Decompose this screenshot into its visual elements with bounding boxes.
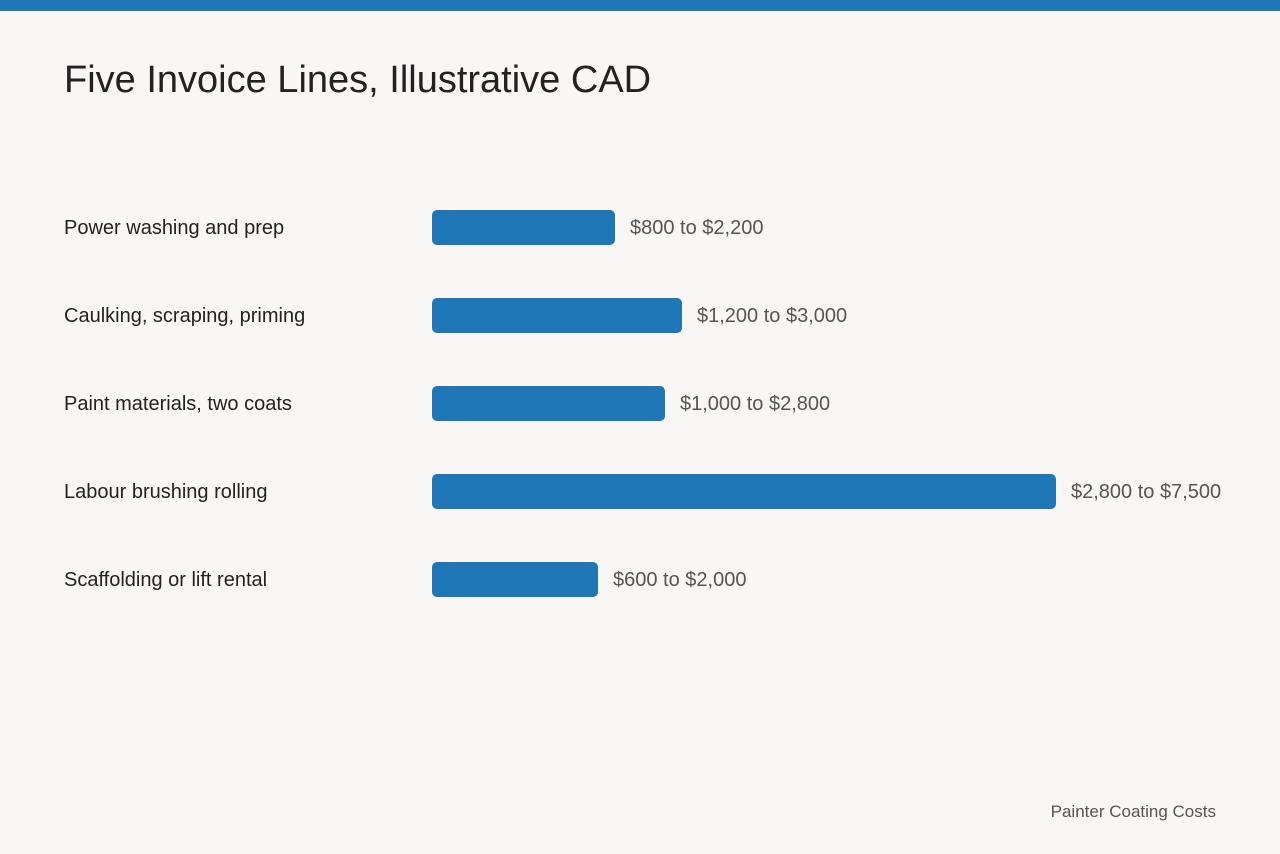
bar-row: Labour brushing rolling $2,800 to $7,500 bbox=[0, 474, 1280, 510]
bar bbox=[432, 210, 615, 245]
top-accent-rule bbox=[0, 0, 1280, 11]
category-label: Caulking, scraping, priming bbox=[64, 305, 306, 327]
bar bbox=[432, 386, 665, 421]
value-label: $2,800 to $7,500 bbox=[1071, 481, 1222, 503]
bar-row: Paint materials, two coats $1,000 to $2,8… bbox=[0, 386, 1280, 422]
value-label: $800 to $2,200 bbox=[630, 217, 764, 239]
source-credit: Painter Coating Costs bbox=[1050, 802, 1216, 821]
bar-row: Power washing and prep $800 to $2,200 bbox=[0, 210, 1280, 246]
bar-row: Scaffolding or lift rental $600 to $2,000 bbox=[0, 562, 1280, 598]
value-label: $1,000 to $2,800 bbox=[680, 393, 831, 415]
category-label: Labour brushing rolling bbox=[64, 481, 268, 503]
bar bbox=[432, 474, 1056, 509]
category-label: Scaffolding or lift rental bbox=[64, 569, 268, 591]
bar bbox=[432, 298, 682, 333]
category-label: Paint materials, two coats bbox=[64, 393, 292, 415]
category-label: Power washing and prep bbox=[64, 217, 285, 239]
bar bbox=[432, 562, 598, 597]
bar-row: Caulking, scraping, priming $1,200 to $3,… bbox=[0, 298, 1280, 334]
value-label: $1,200 to $3,000 bbox=[697, 305, 848, 327]
value-label: $600 to $2,000 bbox=[613, 569, 747, 591]
chart-title: Five Invoice Lines, Illustrative CAD bbox=[64, 59, 652, 101]
